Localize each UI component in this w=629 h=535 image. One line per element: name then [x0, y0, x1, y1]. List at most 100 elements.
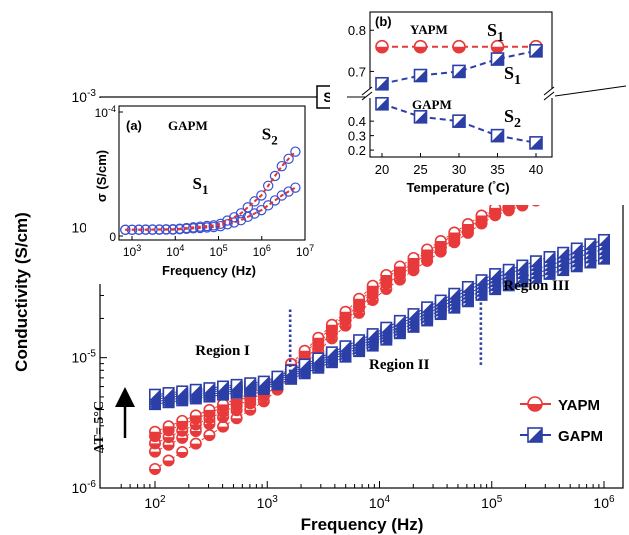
main-marker-gapm-9-32 [584, 238, 597, 251]
main-x-tick-label-1-base: 10 [257, 495, 273, 511]
legend-marker-1 [527, 427, 543, 443]
main-marker-yapm-4-25-fill [489, 207, 501, 214]
main-marker-yapm-0-8-fill [258, 401, 270, 407]
inset-b-series-label-1: S1 [504, 63, 521, 88]
main-marker-yapm-4-16-fill [367, 285, 378, 291]
s-callout-label: S [323, 89, 332, 105]
main-marker-gapm-9-28-fill [530, 256, 542, 267]
inset-a-marker-s2-15 [222, 215, 233, 226]
main-marker-yapm-4-18-fill [394, 266, 406, 272]
main-marker-gapm-9-13-fill [326, 347, 338, 358]
inset-a-y-tick-label-0: 0 [109, 230, 116, 244]
main-marker-yapm-4-3-fill [190, 415, 202, 421]
legend-label-0: YAPM [558, 397, 600, 414]
inset-b-lower-y-tick-label-0: 0.2 [348, 143, 366, 158]
main-x-tick-label-4: 106 [593, 494, 615, 511]
main-marker-gapm-9-8-fill [258, 376, 270, 387]
inset-a-x-tick-label-1-exp: 4 [179, 243, 184, 253]
main-marker-gapm-9-33-fill [598, 234, 610, 246]
inset-a-x-tick-label-1: 104 [166, 243, 184, 259]
main-marker-gapm-9-2-fill [177, 386, 188, 397]
main-marker-yapm-4-0 [149, 425, 162, 438]
main-marker-yapm-1-0-fill [149, 451, 161, 457]
inset-a-marker-s1-17 [235, 215, 247, 226]
main-marker-gapm-9-25 [489, 268, 502, 281]
inset-b-marker-gapm-s2-4 [529, 136, 543, 150]
inset-b-line-gapm-s2 [381, 102, 537, 144]
inset-a-x-axis-label: Frequency (Hz) [162, 263, 256, 278]
main-marker-yapm-0-19-fill [408, 270, 419, 276]
main-marker-yapm-4-6-fill [231, 398, 242, 405]
main-marker-gapm-9-16-fill [367, 328, 378, 340]
main-x-tick-label-4-base: 10 [593, 495, 609, 511]
inset-a-panel-label: (a) [126, 118, 142, 133]
main-marker-gapm-9-21 [434, 294, 447, 307]
main-x-tick-label-3-base: 10 [481, 495, 497, 511]
inset-b-series-label-1-sub: 1 [514, 73, 521, 88]
inset-a-frame [118, 105, 306, 241]
main-y-tick-label-0-base: 10 [72, 480, 88, 496]
main-marker-yapm-0-6-fill [231, 418, 242, 424]
main-marker-yapm-0-0-fill [149, 468, 161, 475]
inset-b-marker-yapm-1 [413, 39, 428, 54]
main-marker-gapm-9-9 [271, 370, 284, 383]
main-marker-yapm-0-16-fill [367, 300, 378, 306]
inset-a-y-axis-label: σ (S/cm) [94, 150, 109, 202]
inset-b-lower-group-label: GAPM [412, 97, 452, 112]
main-marker-yapm-0-5-fill [217, 426, 229, 432]
inset-a-series-label-0: S1 [192, 174, 208, 197]
main-marker-gapm-9-9-fill [272, 371, 283, 382]
inset-b-marker-gapm-s2-2-fill [453, 115, 465, 128]
main-marker-yapm-1-2-fill [177, 437, 188, 444]
inset-b-marker-yapm-3-fill [491, 46, 504, 53]
inset-b-x-tick-label-0: 20 [375, 162, 389, 177]
main-region-label-0: Region I [195, 343, 250, 359]
legend-marker-0 [527, 396, 543, 412]
main-marker-yapm-2-0-fill [149, 443, 161, 449]
main-marker-gapm-9-32-fill [585, 239, 596, 250]
inset-b-marker-yapm-1-fill [414, 46, 427, 53]
main-x-tick-label-2: 104 [369, 494, 391, 511]
inset-b-marker-gapm-s1-3-fill [491, 53, 504, 66]
main-marker-gapm-5-19-fill [408, 321, 419, 333]
main-marker-yapm-0-14-fill [340, 325, 351, 331]
main-x-tick-label-0-base: 10 [144, 495, 160, 511]
main-y-tick-label-0-exp: -6 [87, 479, 96, 490]
inset-a-x-tick-label-3-base: 10 [253, 245, 267, 259]
main-marker-yapm-4-21 [434, 234, 447, 247]
inset-b-marker-gapm-s2-0-fill [376, 97, 388, 110]
main-marker-gapm-9-18-fill [394, 315, 406, 327]
inset-b-marker-gapm-s1-4 [529, 44, 543, 58]
main-marker-gapm-9-23 [461, 280, 474, 293]
main-marker-gapm-9-0 [149, 388, 162, 401]
inset-a-fit-line-s2 [125, 150, 297, 231]
main-marker-yapm-0-2 [176, 446, 189, 459]
inset-a-x-tick-label-4-base: 10 [296, 245, 310, 259]
main-marker-gapm-9-16 [366, 328, 379, 341]
inset-b-break-mark-0-b [361, 91, 373, 101]
legend-marker-0-fill [528, 404, 542, 411]
main-marker-yapm-4-12-fill [313, 337, 324, 343]
main-region-label-2: Region III [503, 278, 569, 294]
main-marker-gapm-9-20 [421, 301, 434, 314]
inset-a-marker-s1-16 [228, 217, 240, 228]
main-marker-yapm-1-1-fill [163, 444, 174, 450]
main-marker-gapm-9-1-fill [163, 387, 174, 399]
inset-a-x-tick-label-2: 105 [209, 243, 227, 259]
main-x-tick-label-1-exp: 3 [272, 494, 278, 505]
inset-b-marker-gapm-s1-2-fill [453, 65, 465, 78]
main-delta-t-label: ΔT= 5°C [92, 401, 107, 453]
main-marker-yapm-4-23-fill [462, 223, 474, 230]
main-marker-gapm-9-8 [257, 375, 270, 388]
inset-a-x-tick-label-0-base: 10 [123, 245, 137, 259]
main-marker-gapm-9-3-fill [190, 384, 202, 395]
inset-b-marker-yapm-0 [375, 39, 389, 54]
inset-b-marker-gapm-s2-1 [413, 110, 428, 124]
main-marker-gapm-9-30 [557, 246, 570, 259]
main-marker-gapm-9-11 [298, 358, 311, 371]
main-marker-gapm-9-15 [353, 334, 366, 347]
main-marker-gapm-9-1 [162, 387, 175, 400]
main-marker-yapm-4-18 [393, 260, 406, 273]
main-marker-yapm-0-15-fill [353, 312, 365, 319]
main-marker-gapm-9-0-fill [149, 389, 161, 400]
